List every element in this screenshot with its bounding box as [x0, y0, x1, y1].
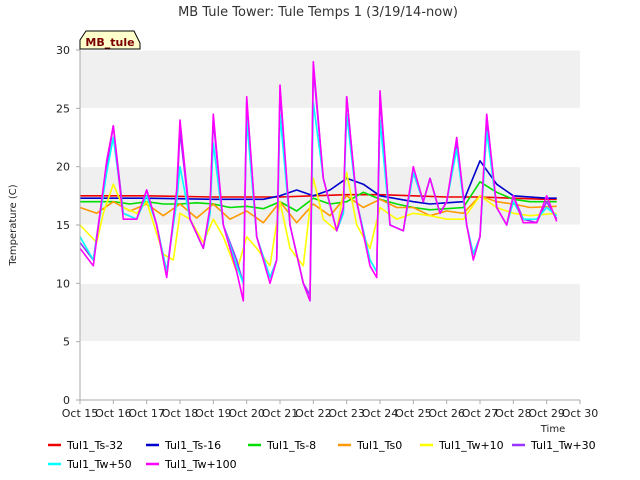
- grid-band: [80, 283, 580, 342]
- y-axis-label: Temperature (C): [8, 184, 19, 266]
- x-tick-label: Oct 21: [262, 407, 299, 420]
- x-tick-label: Oct 16: [95, 407, 132, 420]
- x-tick-label: Oct 26: [428, 407, 465, 420]
- series-line-Tul1_Tw+100: [79, 60, 558, 302]
- x-tick-label: Oct 18: [162, 407, 199, 420]
- legend-label: Tul1_Ts-32: [66, 439, 123, 452]
- x-tick-label: Oct 29: [528, 407, 565, 420]
- y-tick-label: 25: [56, 102, 70, 115]
- x-tick-label: Oct 27: [462, 407, 499, 420]
- legend-item-Tul1_Tw+10: Tul1_Tw+10: [420, 439, 504, 452]
- y-tick-label: 5: [63, 336, 70, 349]
- series-line-Tul1_Ts0: [79, 195, 557, 224]
- legend-label: Tul1_Tw+100: [164, 458, 237, 471]
- x-tick-label: Oct 24: [362, 407, 399, 420]
- legend-item-Tul1_Ts-8: Tul1_Ts-8: [248, 439, 316, 452]
- y-tick-label: 0: [63, 394, 70, 407]
- legend-label: Tul1_Ts-16: [164, 439, 221, 452]
- legend-label: Tul1_Tw+50: [66, 458, 132, 471]
- chart-title: MB Tule Tower: Tule Temps 1 (3/19/14-now…: [178, 5, 458, 20]
- y-tick-label: 20: [56, 161, 70, 174]
- series-line-Tul1_Tw+50: [79, 101, 558, 302]
- x-tick-label: Oct 23: [328, 407, 365, 420]
- legend-item-Tul1_Ts-16: Tul1_Ts-16: [146, 439, 221, 452]
- legend-item-Tul1_Tw+50: Tul1_Tw+50: [48, 458, 132, 471]
- legend-label: Tul1_Tw+10: [438, 439, 504, 452]
- x-tick-label: Oct 28: [495, 407, 532, 420]
- y-tick-label: 30: [56, 44, 70, 57]
- legend-item-Tul1_Ts-32: Tul1_Ts-32: [48, 439, 123, 452]
- x-tick-label: Oct 19: [195, 407, 232, 420]
- y-tick-label: 10: [56, 277, 70, 290]
- legend: Tul1_Ts-32 Tul1_Ts-16 Tul1_Ts-8 Tul1_Ts0 Tul…: [48, 439, 596, 471]
- series-lines: [79, 60, 558, 302]
- x-tick-label: Oct 17: [128, 407, 165, 420]
- x-tick-label: Oct 22: [295, 407, 332, 420]
- legend-item-Tul1_Ts0: Tul1_Ts0: [338, 439, 402, 452]
- x-tick-label: Oct 20: [228, 407, 265, 420]
- x-tick-label: Oct 25: [395, 407, 432, 420]
- y-tick-label: 15: [56, 219, 70, 232]
- x-axis-label: Time: [540, 424, 565, 435]
- station-badge-label: MB_tule: [85, 36, 134, 49]
- series-line-Tul1_Ts-8: [80, 181, 557, 212]
- legend-label: Tul1_Tw+30: [530, 439, 596, 452]
- x-tick-label: Oct 30: [562, 407, 599, 420]
- grid-band: [80, 50, 580, 109]
- series-line-Tul1_Tw+10: [79, 171, 557, 273]
- legend-label: Tul1_Ts0: [356, 439, 402, 452]
- x-tick-label: Oct 15: [62, 407, 99, 420]
- legend-item-Tul1_Tw+30: Tul1_Tw+30: [512, 439, 596, 452]
- legend-item-Tul1_Tw+100: Tul1_Tw+100: [146, 458, 237, 471]
- station-badge: MB_tule: [79, 30, 141, 50]
- legend-label: Tul1_Ts-8: [266, 439, 316, 452]
